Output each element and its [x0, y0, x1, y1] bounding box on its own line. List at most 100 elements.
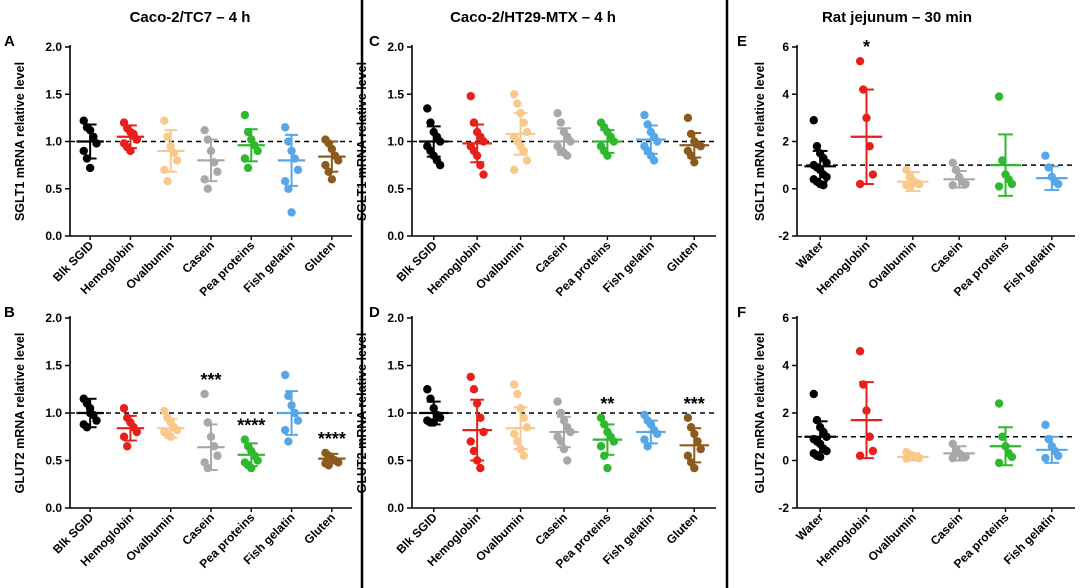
y-axis-label: GLUT2 mRNA relative level	[355, 333, 369, 494]
data-point	[200, 175, 209, 184]
series-gluten: Gluten	[301, 135, 346, 275]
category-label: Gluten	[301, 238, 338, 275]
category-label: Casein	[532, 238, 570, 276]
series-gluten: *** Gluten	[664, 394, 710, 547]
data-point	[1041, 151, 1050, 160]
data-point	[89, 132, 98, 141]
series-fish-gelatin: Fish gelatin	[1001, 420, 1068, 567]
significance-label: ****	[237, 416, 265, 436]
y-tick-label: -2	[778, 501, 789, 515]
category-label: Water	[793, 510, 826, 543]
y-tick-label: 1.0	[387, 135, 404, 149]
panels-group: A SGLT1 mRNA relative level 0.0 0.5 1.0 1.5 2.…	[4, 33, 1075, 571]
panel-letter: D	[369, 304, 380, 321]
y-axis-label: SGLT1 mRNA relative level	[355, 62, 369, 221]
y-tick-label: 2.0	[387, 311, 404, 325]
data-point	[334, 156, 343, 165]
y-tick-label: -2	[778, 229, 789, 243]
significance-label: ***	[684, 394, 705, 414]
data-point	[690, 158, 699, 167]
data-point	[596, 413, 606, 422]
y-tick-label: 0.0	[387, 501, 404, 515]
data-point	[476, 463, 485, 473]
data-point	[284, 137, 293, 146]
y-tick-label: 6	[782, 311, 789, 325]
data-point	[961, 452, 970, 462]
data-point	[812, 142, 822, 151]
significance-label: ****	[318, 429, 346, 449]
data-point	[119, 404, 129, 413]
series-gluten: Gluten	[664, 113, 710, 275]
data-point	[132, 427, 142, 437]
y-tick-label: 4	[782, 87, 789, 101]
y-tick-label: 2	[782, 135, 789, 149]
data-point	[649, 156, 659, 165]
data-point	[513, 389, 522, 399]
data-point	[519, 451, 528, 460]
panel-a: A SGLT1 mRNA relative level 0.0 0.5 1.0 1.5 2.…	[4, 33, 352, 299]
data-point	[426, 118, 435, 127]
data-point	[479, 170, 488, 179]
data-point	[280, 370, 290, 380]
column-title-rat: Rat jejunum – 30 min	[822, 9, 972, 26]
data-point	[994, 182, 1004, 191]
data-point	[819, 181, 828, 190]
y-tick-label: 0.5	[45, 182, 62, 196]
data-point	[240, 110, 250, 120]
data-point	[79, 146, 88, 156]
column-title-ht29: Caco-2/HT29-MTX – 4 h	[450, 9, 616, 26]
data-point	[321, 160, 330, 170]
series-water: Water	[793, 116, 836, 271]
data-point	[868, 170, 878, 179]
panel-b: B GLUT2 mRNA relative level 0.0 0.5 1.0 1.5 2.…	[4, 304, 352, 571]
series-casein: *** Casein	[179, 370, 225, 548]
data-point	[596, 442, 606, 451]
data-point	[855, 347, 865, 356]
data-point	[865, 142, 874, 151]
series-ovalbumin: Ovalbumin	[865, 165, 929, 292]
significance-label: ***	[200, 370, 221, 390]
data-point	[469, 385, 479, 394]
data-point	[696, 444, 705, 454]
y-tick-label: 1.0	[45, 406, 62, 420]
data-point	[865, 432, 874, 441]
data-point	[163, 132, 172, 141]
data-point	[640, 110, 649, 120]
panel-letter: B	[4, 304, 15, 321]
category-label: Casein	[928, 510, 966, 548]
data-point	[253, 146, 262, 156]
data-point	[435, 413, 445, 422]
data-point	[855, 56, 865, 66]
category-label: Gluten	[664, 238, 701, 275]
data-point	[293, 416, 303, 425]
category-label: Gluten	[301, 510, 338, 547]
data-point	[509, 380, 519, 389]
data-point	[822, 172, 831, 182]
data-point	[519, 413, 528, 422]
data-point	[476, 413, 485, 422]
y-axis-label: SGLT1 mRNA relative level	[753, 62, 767, 221]
data-point	[693, 437, 702, 446]
y-tick-label: 4	[782, 359, 789, 373]
data-point	[253, 456, 262, 465]
data-point	[683, 113, 693, 123]
data-point	[163, 176, 172, 186]
data-point	[522, 156, 532, 165]
series-gluten: **** Gluten	[301, 429, 346, 547]
data-point	[287, 208, 296, 217]
y-tick-label: 1.5	[45, 87, 62, 101]
y-axis-label: SGLT1 mRNA relative level	[13, 62, 27, 221]
significance-label: **	[600, 394, 614, 414]
data-point	[1007, 179, 1017, 189]
y-tick-label: 0.5	[45, 454, 62, 468]
data-point	[85, 163, 95, 173]
series-casein: Casein	[532, 397, 579, 548]
y-tick-label: 0.0	[387, 229, 404, 243]
series-casein: Casein	[928, 158, 975, 276]
data-point	[280, 425, 290, 435]
data-point	[994, 92, 1004, 101]
category-label: Ovalbumin	[865, 238, 919, 292]
data-point	[79, 116, 88, 125]
